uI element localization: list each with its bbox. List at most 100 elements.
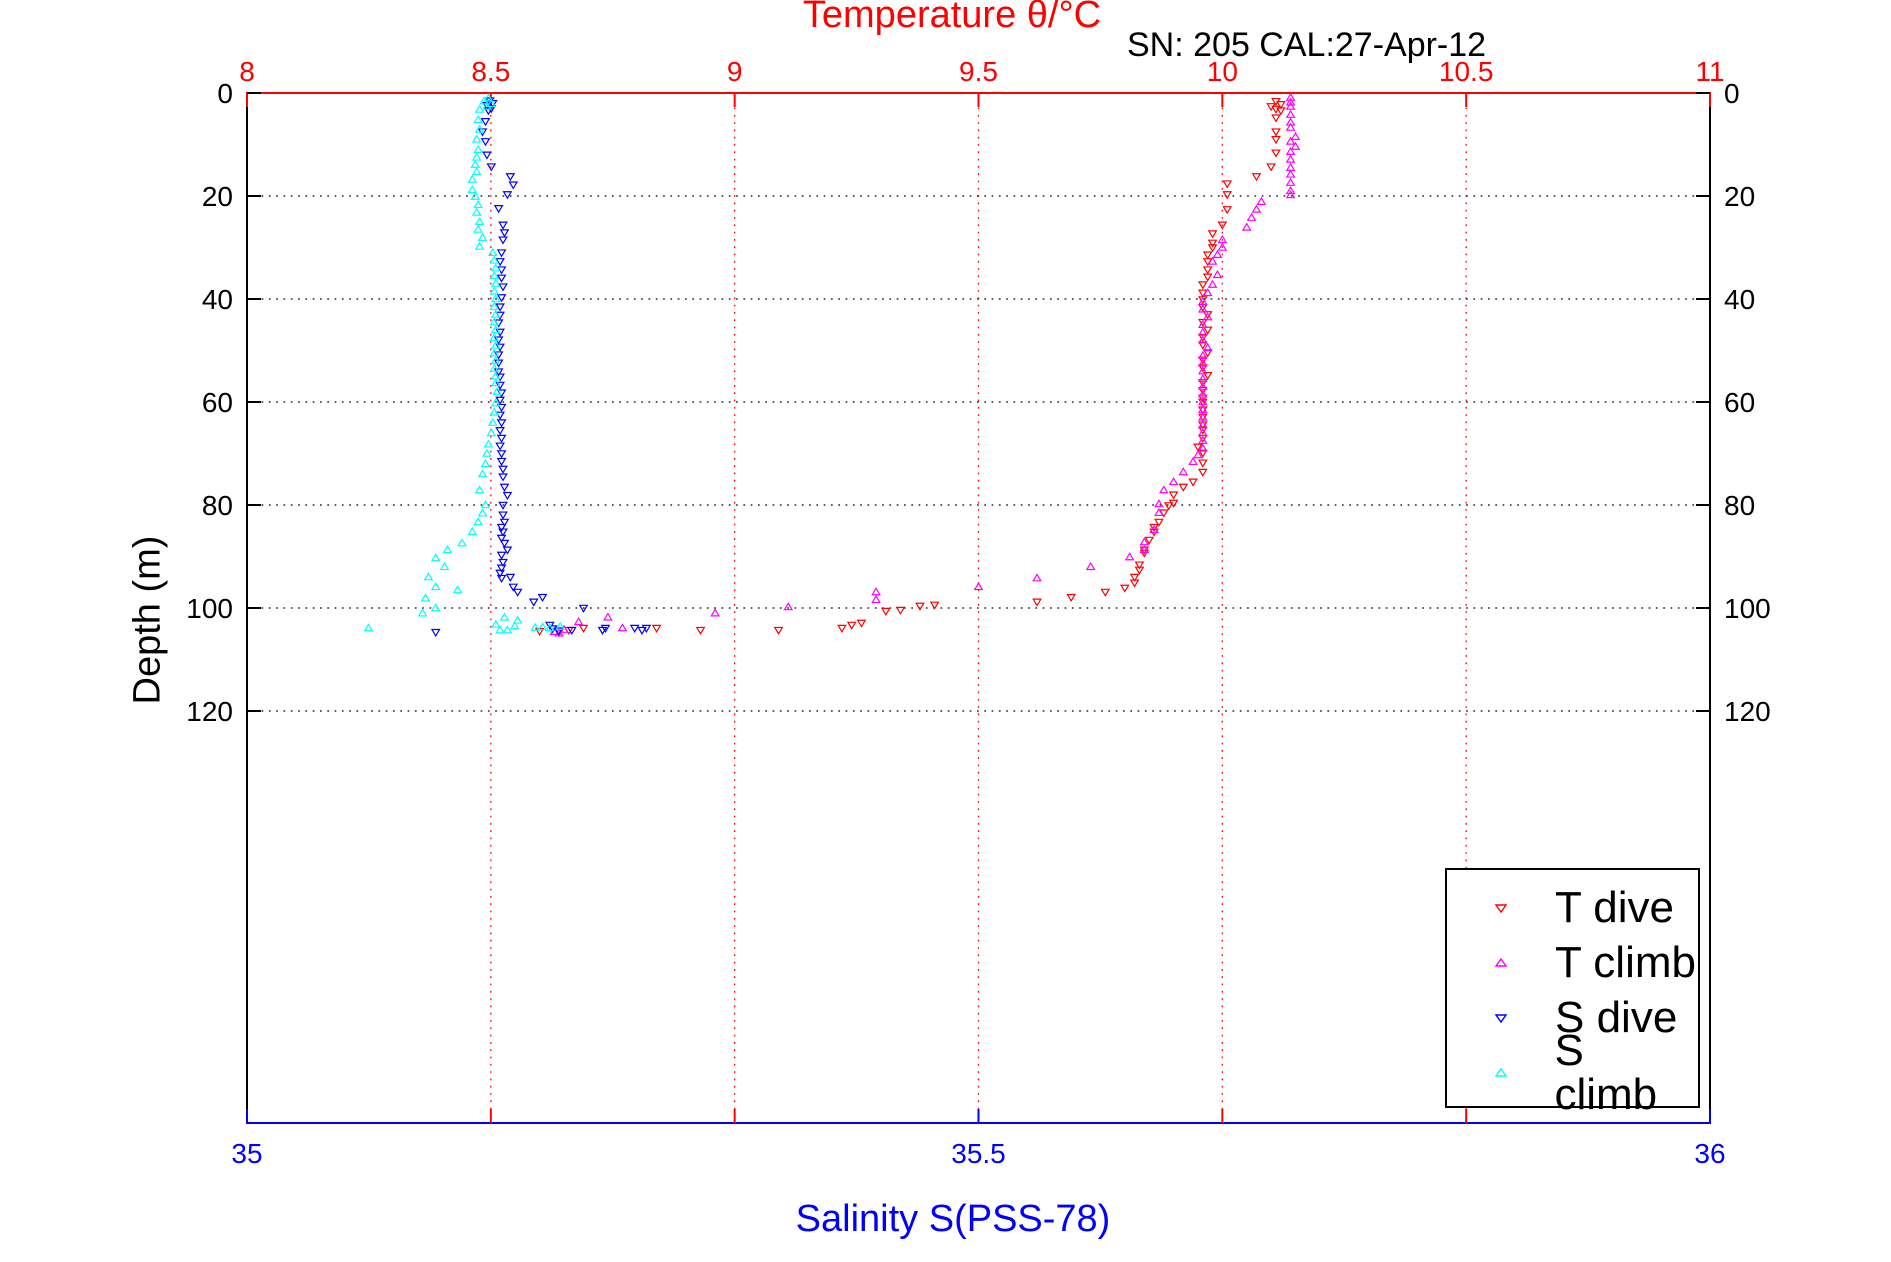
data-point	[496, 523, 507, 533]
data-point	[471, 207, 482, 216]
data-point	[489, 363, 500, 372]
data-point	[1202, 326, 1213, 335]
data-point	[430, 628, 441, 638]
data-point	[1207, 239, 1218, 248]
legend-box: T dive T climb S dive S climb	[1445, 868, 1700, 1116]
data-point	[1197, 435, 1208, 444]
data-point	[473, 144, 484, 153]
data-point	[479, 96, 489, 105]
data-point	[1285, 109, 1296, 118]
data-point	[1271, 136, 1281, 145]
data-point	[1285, 101, 1296, 110]
data-point	[495, 625, 505, 634]
temperature-tick-label: 9	[727, 56, 743, 87]
data-point	[1154, 518, 1164, 527]
data-point	[651, 624, 662, 633]
data-point	[496, 434, 507, 443]
data-point	[493, 351, 504, 360]
legend-item-t-climb: T climb	[1447, 935, 1698, 990]
data-point	[512, 615, 523, 624]
data-point	[1197, 333, 1208, 342]
data-point	[1197, 468, 1208, 477]
data-point	[1207, 244, 1218, 253]
data-point	[555, 621, 565, 630]
data-point	[498, 511, 508, 520]
data-point	[1212, 269, 1223, 279]
data-point	[1168, 476, 1179, 486]
data-point	[509, 621, 520, 630]
data-point	[439, 561, 450, 571]
depth-tick-label-left: 0	[217, 78, 233, 109]
data-point	[499, 518, 510, 527]
data-point	[496, 574, 507, 584]
legend-item-t-dive: T dive	[1447, 880, 1698, 935]
data-point	[480, 138, 491, 147]
data-point	[489, 286, 500, 295]
data-point	[1134, 566, 1145, 575]
data-point	[490, 294, 501, 303]
data-point	[489, 348, 500, 357]
data-point	[1202, 312, 1213, 321]
data-point	[1275, 101, 1286, 110]
data-point	[423, 572, 434, 581]
data-point	[489, 255, 500, 264]
salinity-axis-label: Salinity S(PSS-78)	[795, 1198, 1111, 1240]
chart-title: Temperature θ/°C	[802, 0, 1102, 36]
triangle-down-glyph	[1494, 903, 1508, 913]
data-point	[490, 278, 501, 287]
data-point	[1246, 212, 1257, 221]
data-point	[856, 619, 867, 628]
data-point	[837, 624, 847, 633]
temperature-tick-label: 9.5	[959, 56, 998, 87]
data-point	[1178, 467, 1189, 476]
data-point	[547, 625, 558, 634]
data-point	[1193, 443, 1203, 452]
data-point	[493, 205, 504, 214]
data-point	[498, 465, 508, 474]
data-point	[1066, 593, 1077, 603]
data-point	[490, 263, 501, 272]
data-point	[1222, 180, 1233, 189]
sn-cal-annotation: SN: 205 CAL:27-Apr-12	[1127, 26, 1487, 64]
data-point	[1197, 281, 1208, 290]
depth-tick-label-left: 120	[186, 696, 233, 727]
data-point	[846, 621, 857, 630]
data-point	[482, 101, 492, 110]
data-point	[496, 294, 507, 303]
data-point	[1197, 304, 1208, 313]
data-point	[471, 152, 482, 161]
data-point	[1271, 114, 1281, 123]
data-point	[495, 303, 505, 312]
data-point	[1139, 544, 1150, 554]
data-point	[452, 585, 463, 594]
data-point	[1285, 117, 1296, 126]
data-point	[1197, 379, 1208, 388]
data-point	[1207, 230, 1218, 239]
data-point	[490, 325, 501, 334]
data-point	[1163, 502, 1174, 511]
data-point	[496, 534, 507, 543]
data-point	[1202, 273, 1213, 282]
data-point	[496, 249, 507, 258]
data-point	[603, 612, 613, 621]
data-point	[1197, 350, 1208, 359]
depth-axis-label: Depth (m)	[126, 535, 169, 705]
data-point	[1202, 287, 1213, 297]
data-point	[1197, 335, 1208, 344]
data-point	[537, 622, 548, 631]
data-point	[489, 332, 500, 341]
legend-item-s-dive: S dive	[1447, 990, 1698, 1045]
data-point	[496, 450, 507, 459]
data-point	[1285, 146, 1296, 156]
data-point	[498, 221, 508, 230]
data-point	[498, 283, 508, 292]
salinity-tick-label: 35.5	[951, 1138, 1006, 1169]
data-point	[895, 606, 906, 615]
data-point	[1197, 296, 1208, 305]
data-point	[486, 163, 497, 172]
data-point	[1285, 154, 1296, 163]
data-point	[363, 623, 374, 632]
data-point	[499, 483, 510, 492]
data-point	[502, 546, 513, 555]
